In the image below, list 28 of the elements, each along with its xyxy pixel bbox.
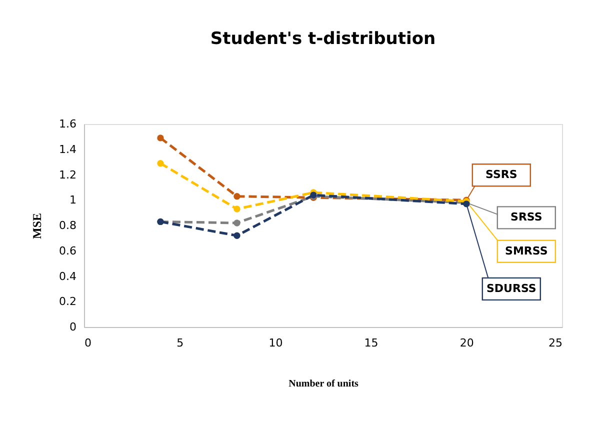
x-tick-label: 15 [364, 336, 378, 350]
point [234, 232, 240, 239]
x-tick-label: 10 [268, 336, 283, 350]
legend-label: SRSS [510, 210, 542, 224]
y-tick-label: 0.2 [59, 295, 76, 308]
x-tick-label: 0 [84, 336, 92, 350]
y-tick-label: 0.6 [59, 244, 76, 258]
y-tick-label: 0.4 [59, 270, 76, 283]
y-tick-label: 1.2 [59, 168, 76, 182]
point [234, 206, 240, 212]
x-axis-title: Number of units [288, 378, 359, 390]
text: SSRS [486, 168, 518, 182]
x-tick-label: 20 [460, 336, 474, 350]
y-axis-title: MSE [30, 212, 44, 240]
point [234, 220, 240, 226]
point [157, 134, 164, 142]
point [157, 160, 164, 167]
x-tick-label: 25 [548, 336, 562, 350]
y-tick-label: 0.8 [59, 219, 76, 232]
y-tick-label: 1.6 [59, 118, 76, 130]
y-tick-label: 1 [70, 194, 76, 207]
point [234, 192, 240, 200]
chart-title: Student's t-distribution [210, 29, 436, 49]
x-tick-label: 5 [176, 336, 184, 350]
text: SDURSS [486, 282, 536, 295]
text: SMRSS [505, 244, 548, 258]
y-tick-label: 0 [70, 320, 76, 334]
y-tick-label: 1.4 [59, 142, 76, 156]
